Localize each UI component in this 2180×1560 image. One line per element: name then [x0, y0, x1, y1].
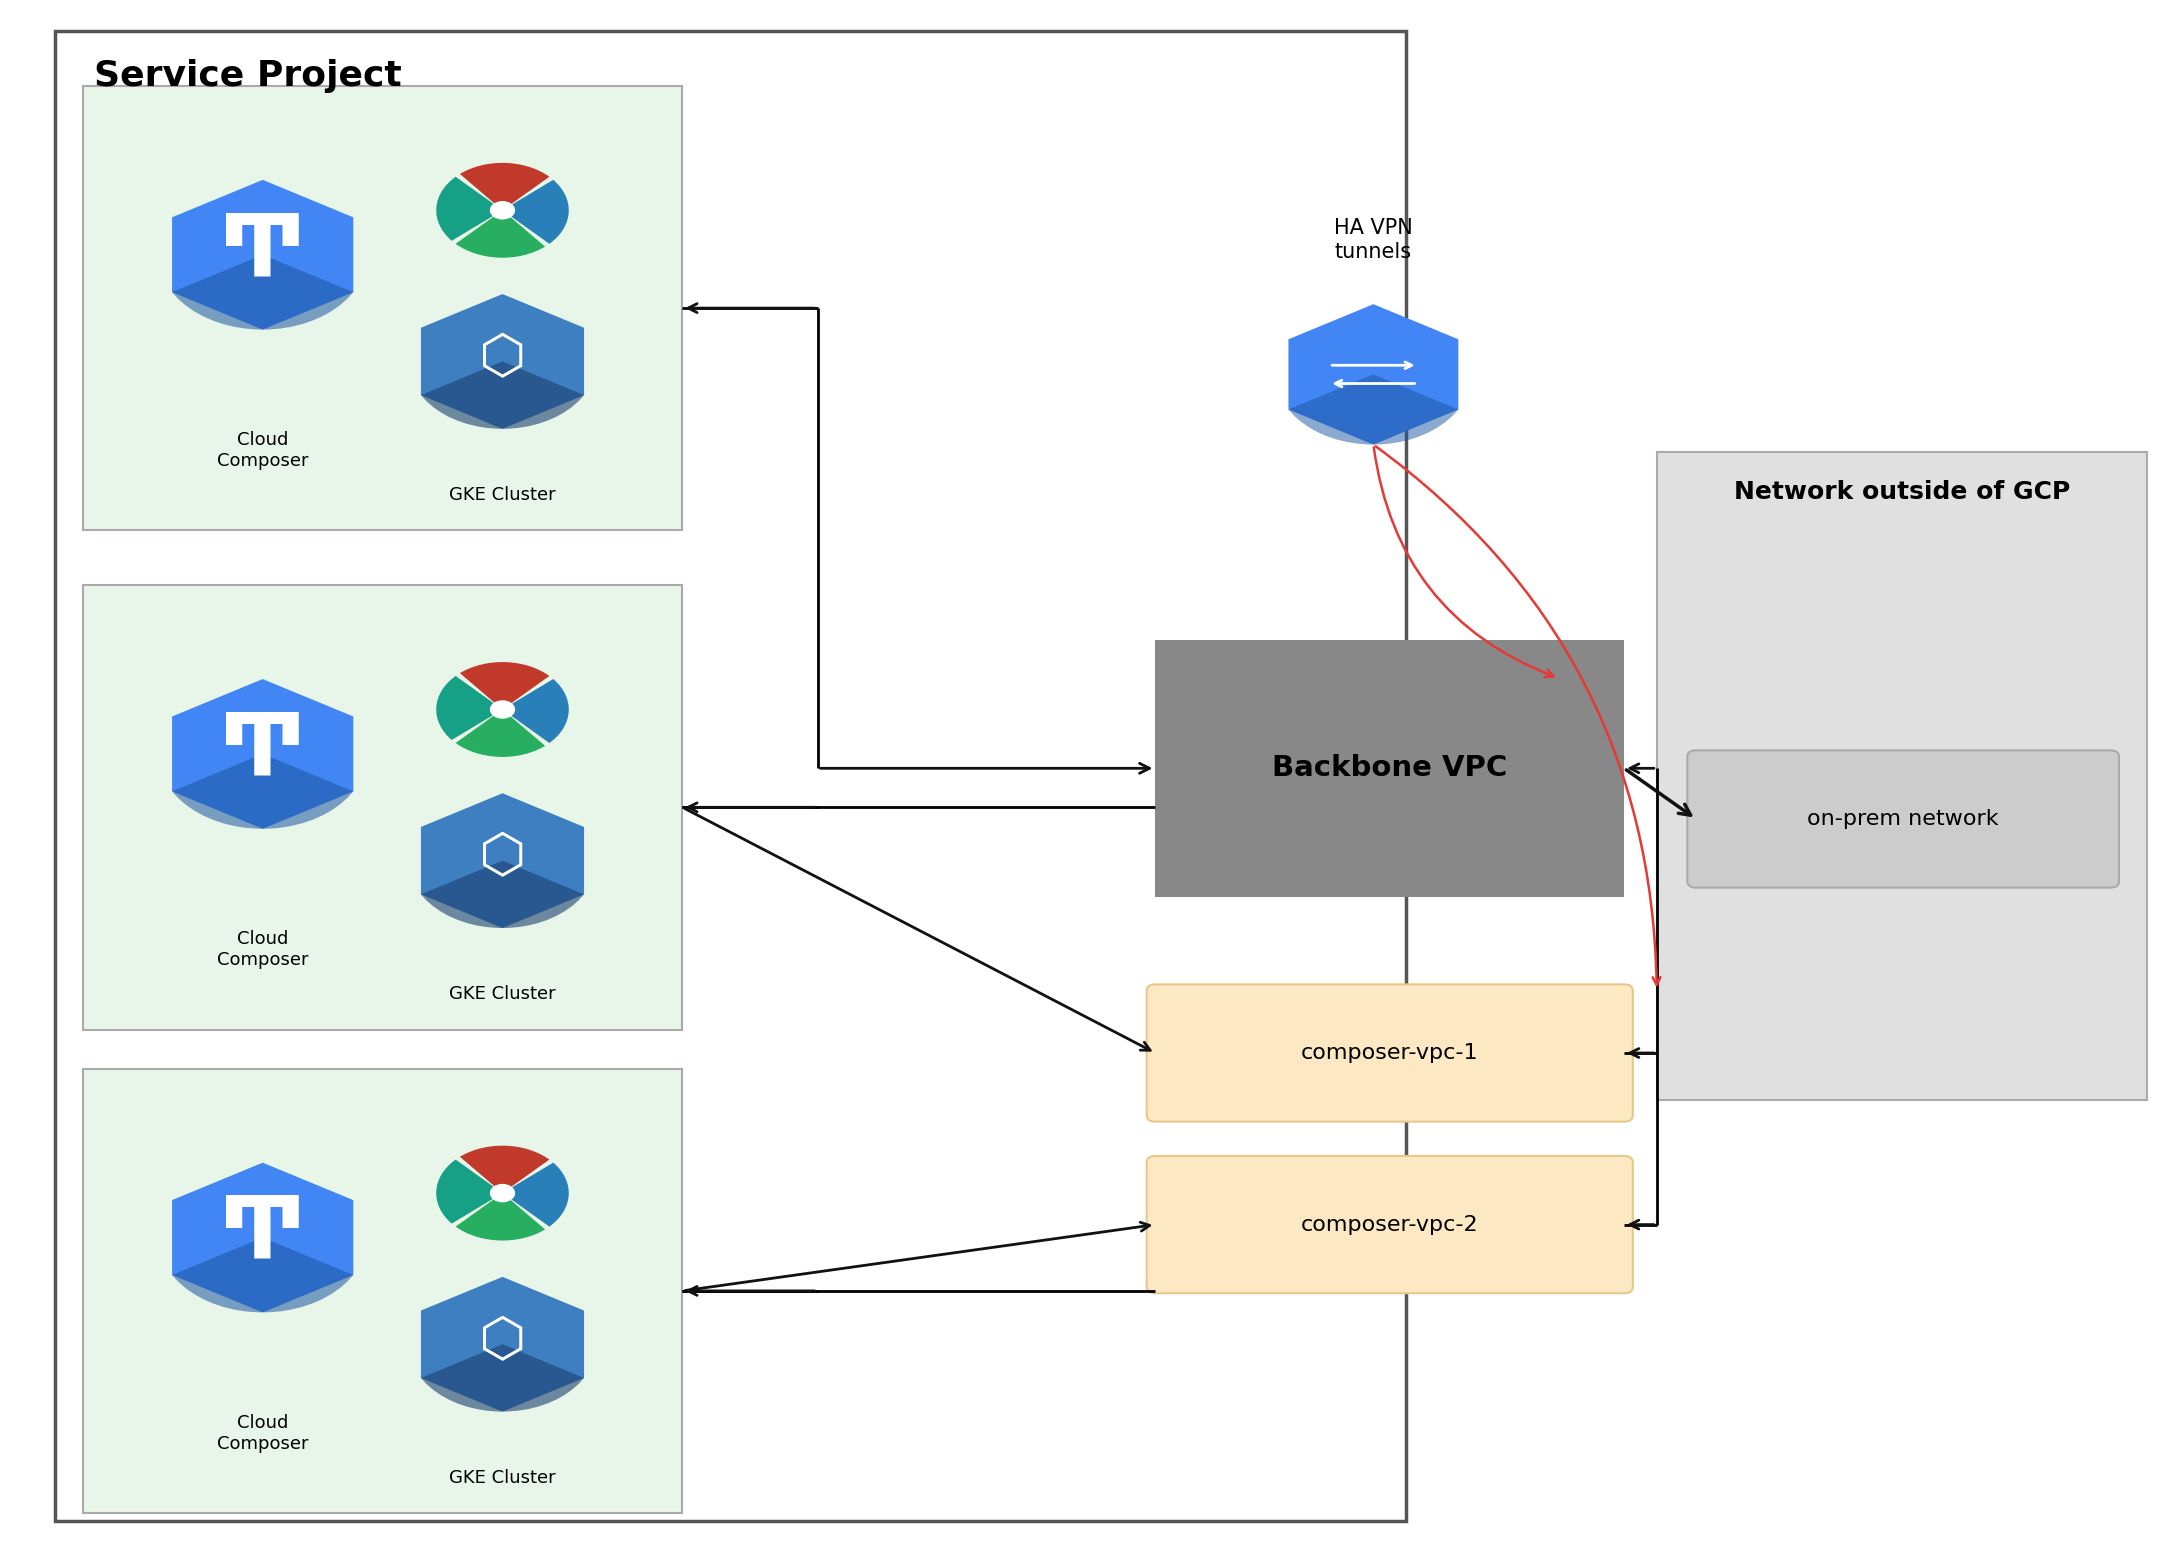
Wedge shape: [456, 211, 545, 257]
Text: Cloud
Composer: Cloud Composer: [218, 431, 307, 470]
Wedge shape: [456, 1193, 545, 1240]
Text: on-prem network: on-prem network: [1807, 810, 1999, 828]
Polygon shape: [1288, 374, 1458, 445]
Wedge shape: [436, 176, 501, 240]
Polygon shape: [421, 1345, 584, 1412]
Polygon shape: [421, 293, 584, 429]
FancyBboxPatch shape: [83, 585, 682, 1030]
Text: Service Project: Service Project: [94, 59, 401, 94]
FancyBboxPatch shape: [1147, 1156, 1633, 1293]
Polygon shape: [172, 679, 353, 828]
Polygon shape: [172, 254, 353, 329]
Wedge shape: [501, 179, 569, 243]
Text: Network outside of GCP: Network outside of GCP: [1733, 480, 2071, 504]
Text: GKE Cluster: GKE Cluster: [449, 485, 556, 504]
Text: composer-vpc-2: composer-vpc-2: [1301, 1215, 1478, 1234]
Polygon shape: [421, 362, 584, 429]
Wedge shape: [460, 1145, 549, 1193]
Circle shape: [490, 201, 514, 218]
Polygon shape: [172, 179, 353, 329]
FancyBboxPatch shape: [83, 86, 682, 530]
Wedge shape: [501, 679, 569, 743]
Wedge shape: [501, 1162, 569, 1226]
Text: ⬡: ⬡: [480, 831, 525, 883]
Polygon shape: [1288, 304, 1458, 445]
Text: ⬡: ⬡: [480, 332, 525, 384]
Wedge shape: [436, 675, 501, 739]
Circle shape: [490, 700, 514, 718]
Text: ⬡: ⬡: [480, 1315, 525, 1367]
Text: Ͳ: Ͳ: [218, 708, 307, 792]
Text: Cloud
Composer: Cloud Composer: [218, 930, 307, 969]
Polygon shape: [172, 1237, 353, 1312]
FancyBboxPatch shape: [83, 1069, 682, 1513]
FancyBboxPatch shape: [54, 31, 1406, 1521]
FancyBboxPatch shape: [1147, 984, 1633, 1122]
FancyBboxPatch shape: [1687, 750, 2119, 888]
Wedge shape: [460, 661, 549, 710]
Text: GKE Cluster: GKE Cluster: [449, 984, 556, 1003]
Polygon shape: [172, 753, 353, 828]
Polygon shape: [172, 1162, 353, 1312]
Polygon shape: [421, 1276, 584, 1412]
Text: GKE Cluster: GKE Cluster: [449, 1468, 556, 1487]
Text: Cloud
Composer: Cloud Composer: [218, 1413, 307, 1452]
Polygon shape: [421, 861, 584, 928]
Wedge shape: [436, 1159, 501, 1223]
FancyBboxPatch shape: [1155, 640, 1624, 897]
Polygon shape: [421, 792, 584, 928]
Text: composer-vpc-1: composer-vpc-1: [1301, 1044, 1478, 1062]
Circle shape: [490, 1184, 514, 1201]
Text: Backbone VPC: Backbone VPC: [1273, 755, 1506, 782]
FancyBboxPatch shape: [1657, 452, 2147, 1100]
Wedge shape: [460, 162, 549, 211]
Wedge shape: [456, 710, 545, 757]
Text: HA VPN
tunnels: HA VPN tunnels: [1334, 218, 1413, 262]
Text: Ͳ: Ͳ: [218, 209, 307, 293]
Text: Ͳ: Ͳ: [218, 1192, 307, 1276]
